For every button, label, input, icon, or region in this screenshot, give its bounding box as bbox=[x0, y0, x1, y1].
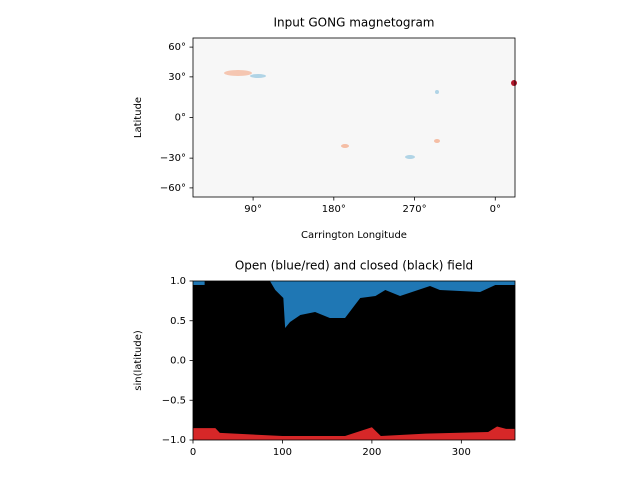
x-tick-label: 100 bbox=[273, 447, 292, 458]
y-tick-label: 30° bbox=[168, 72, 186, 83]
x-tick-label: 200 bbox=[362, 447, 381, 458]
y-tick-label: 60° bbox=[168, 42, 186, 53]
x-tick-label: 0 bbox=[190, 447, 196, 458]
y-tick-label: −60° bbox=[160, 183, 186, 194]
strong-patch bbox=[511, 80, 517, 86]
x-tick-label: 300 bbox=[452, 447, 471, 458]
magnetogram-features bbox=[224, 70, 517, 159]
positive-patch bbox=[341, 144, 349, 148]
negative-patch bbox=[250, 74, 266, 78]
open-field-region bbox=[193, 426, 515, 440]
positive-patch bbox=[434, 139, 440, 143]
y-tick-label: 0.5 bbox=[170, 316, 186, 327]
y-tick-label: 1.0 bbox=[170, 276, 186, 287]
closed-field bbox=[193, 281, 515, 440]
x-tick-label: 0° bbox=[490, 204, 501, 215]
y-tick-label: 0.0 bbox=[170, 356, 186, 367]
x-tick-label: 270° bbox=[402, 204, 426, 215]
y-tick-label: −1.0 bbox=[162, 435, 186, 446]
y-tick-label: 0° bbox=[175, 113, 186, 124]
negative-patch bbox=[405, 155, 415, 159]
open-field-region bbox=[269, 281, 515, 328]
y-axis-label: Latitude bbox=[133, 97, 144, 138]
positive-patch bbox=[224, 70, 252, 76]
chart-title: Input GONG magnetogram bbox=[273, 16, 434, 30]
x-tick-label: 90° bbox=[244, 204, 262, 215]
magnetogram-image bbox=[193, 38, 515, 197]
y-tick-label: −0.5 bbox=[162, 395, 186, 406]
open-field-region bbox=[193, 281, 205, 285]
x-axis-label: Carrington Longitude bbox=[301, 230, 407, 241]
y-tick-label: −30° bbox=[160, 153, 186, 164]
x-tick-label: 180° bbox=[322, 204, 346, 215]
chart-title: Open (blue/red) and closed (black) field bbox=[235, 259, 473, 273]
negative-patch bbox=[435, 90, 439, 94]
y-axis-label: sin(latitude) bbox=[133, 330, 144, 391]
